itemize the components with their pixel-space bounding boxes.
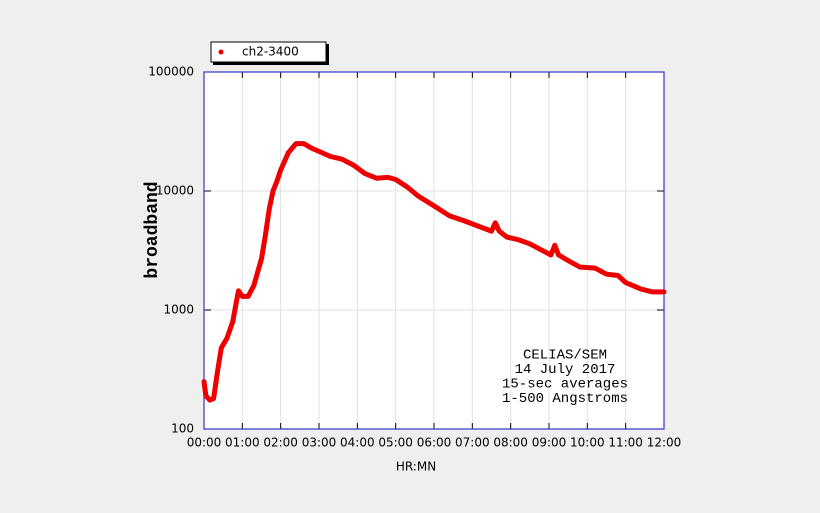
x-tick-label: 11:00 xyxy=(608,436,643,450)
x-tick-label: 12:00 xyxy=(647,436,682,450)
plot-frame xyxy=(203,71,665,430)
x-axis-label: HR:MN xyxy=(396,460,436,474)
x-tick-label: 05:00 xyxy=(378,436,413,450)
x-tick-label: 03:00 xyxy=(302,436,337,450)
annotation: 1-500 Angstroms xyxy=(502,391,628,407)
annotation: 14 July 2017 xyxy=(515,362,616,378)
data-line xyxy=(201,141,667,403)
x-tick-label: 00:00 xyxy=(187,436,222,450)
y-tick-label: 100 xyxy=(171,422,194,436)
y-tick-label: 10000 xyxy=(156,184,194,198)
x-tick-label: 04:00 xyxy=(340,436,375,450)
x-tick-label: 08:00 xyxy=(493,436,528,450)
y-axis-label: broadband xyxy=(143,181,163,278)
x-tick-label: 01:00 xyxy=(225,436,260,450)
legend-box xyxy=(210,41,327,63)
x-tick-label: 07:00 xyxy=(455,436,490,450)
x-tick-label: 09:00 xyxy=(532,436,567,450)
annotation: CELIAS/SEM xyxy=(523,348,607,364)
y-tick-label: 100000 xyxy=(148,65,194,79)
y-tick-label: 1000 xyxy=(163,303,194,317)
x-tick-label: 02:00 xyxy=(263,436,298,450)
legend-label: ch2-3400 xyxy=(242,45,299,59)
x-tick-label: 10:00 xyxy=(570,436,605,450)
annotation: 15-sec averages xyxy=(502,377,628,393)
x-tick-label: 06:00 xyxy=(417,436,452,450)
legend-marker xyxy=(218,49,224,55)
